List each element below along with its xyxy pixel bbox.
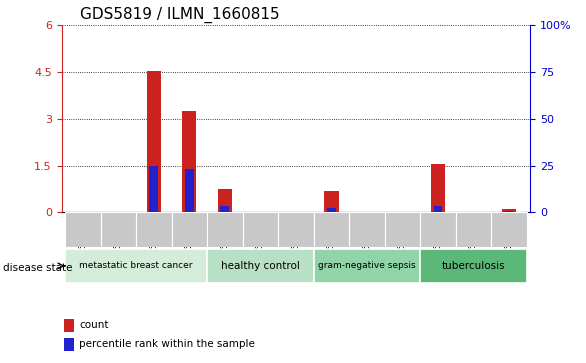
Bar	[434, 206, 442, 212]
Bar	[65, 249, 207, 283]
Bar	[207, 249, 314, 283]
Bar	[420, 212, 456, 247]
Bar	[327, 208, 336, 212]
Bar	[182, 111, 196, 212]
Bar	[185, 169, 194, 212]
Bar	[207, 212, 243, 247]
Bar	[324, 191, 339, 212]
Bar	[314, 212, 349, 247]
Bar	[314, 249, 420, 283]
Bar	[431, 164, 445, 212]
Bar	[146, 70, 161, 212]
Bar	[349, 212, 385, 247]
Text: GDS5819 / ILMN_1660815: GDS5819 / ILMN_1660815	[80, 7, 280, 23]
Text: metastatic breast cancer: metastatic breast cancer	[79, 261, 193, 270]
Bar	[385, 212, 420, 247]
Bar	[456, 212, 491, 247]
Bar	[172, 212, 207, 247]
Text: disease state: disease state	[3, 263, 73, 273]
Text: count: count	[79, 321, 109, 330]
Text: percentile rank within the sample: percentile rank within the sample	[79, 339, 255, 349]
Bar	[420, 249, 527, 283]
Bar	[136, 212, 172, 247]
Bar	[65, 212, 101, 247]
Bar	[243, 212, 278, 247]
Bar	[502, 209, 516, 212]
Text: healthy control: healthy control	[221, 261, 300, 271]
Bar	[220, 206, 229, 212]
Bar	[64, 338, 74, 351]
Bar	[278, 212, 314, 247]
Bar	[149, 166, 158, 212]
Bar	[64, 319, 74, 332]
Bar	[505, 211, 513, 212]
Bar	[491, 212, 527, 247]
Bar	[101, 212, 136, 247]
Text: tuberculosis: tuberculosis	[442, 261, 505, 271]
Text: gram-negative sepsis: gram-negative sepsis	[318, 261, 416, 270]
Bar	[218, 189, 232, 212]
